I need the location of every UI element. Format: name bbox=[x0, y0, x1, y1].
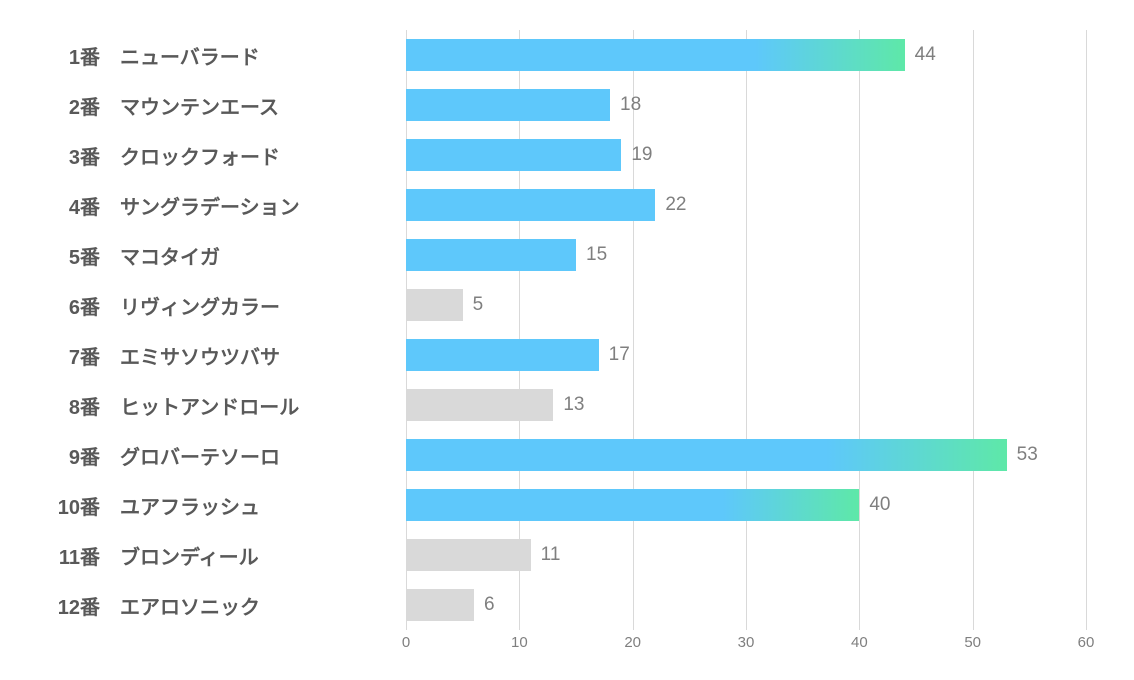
bar-area: 19 bbox=[406, 130, 1086, 180]
chart-row: 1番ニューバラード 44 bbox=[0, 30, 1134, 80]
entry-name: クロックフォード bbox=[110, 141, 406, 170]
x-tick-label: 60 bbox=[1078, 634, 1095, 651]
entry-name: エアロソニック bbox=[110, 591, 406, 620]
bar-value-label: 44 bbox=[915, 44, 936, 66]
horse-vote-bar-chart: 0 10 20 30 40 50 60 1番ニューバラード 44 2番マウンテンエース 18 3番ク… bbox=[0, 0, 1134, 680]
entry-name: ニューバラード bbox=[110, 41, 406, 70]
entry-number: 12番 bbox=[0, 591, 110, 620]
bar bbox=[406, 189, 655, 221]
bar bbox=[406, 489, 859, 521]
entry-name: サングラデーション bbox=[110, 191, 406, 220]
chart-row: 10番ユアフラッシュ 40 bbox=[0, 480, 1134, 530]
entry-name: ユアフラッシュ bbox=[110, 491, 406, 520]
bar-value-label: 40 bbox=[869, 494, 890, 516]
x-tick-label: 10 bbox=[511, 634, 528, 651]
bar-area: 11 bbox=[406, 530, 1086, 580]
x-tick-label: 30 bbox=[738, 634, 755, 651]
bar bbox=[406, 389, 553, 421]
bar-value-label: 5 bbox=[473, 294, 484, 316]
bar-value-label: 11 bbox=[541, 544, 561, 566]
chart-row: 2番マウンテンエース 18 bbox=[0, 80, 1134, 130]
bar bbox=[406, 539, 531, 571]
chart-row: 7番エミサソウツバサ 17 bbox=[0, 330, 1134, 380]
bar bbox=[406, 139, 621, 171]
entry-name: ヒットアンドロール bbox=[110, 391, 406, 420]
chart-rows: 1番ニューバラード 44 2番マウンテンエース 18 3番クロックフォード 19 4番サング… bbox=[0, 30, 1134, 630]
bar-value-label: 19 bbox=[631, 144, 652, 166]
bar-value-label: 22 bbox=[665, 194, 686, 216]
entry-number: 1番 bbox=[0, 41, 110, 70]
entry-number: 5番 bbox=[0, 241, 110, 270]
bar-area: 22 bbox=[406, 180, 1086, 230]
bar-value-label: 15 bbox=[586, 244, 607, 266]
bar-area: 18 bbox=[406, 80, 1086, 130]
chart-row: 4番サングラデーション 22 bbox=[0, 180, 1134, 230]
entry-name: マウンテンエース bbox=[110, 91, 406, 120]
entry-number: 11番 bbox=[0, 541, 110, 570]
entry-number: 6番 bbox=[0, 291, 110, 320]
bar-area: 6 bbox=[406, 580, 1086, 630]
entry-name: ブロンディール bbox=[110, 541, 406, 570]
entry-number: 10番 bbox=[0, 491, 110, 520]
entry-name: マコタイガ bbox=[110, 241, 406, 270]
bar bbox=[406, 289, 463, 321]
entry-number: 9番 bbox=[0, 441, 110, 470]
x-tick-label: 40 bbox=[851, 634, 868, 651]
bar-area: 40 bbox=[406, 480, 1086, 530]
bar-value-label: 13 bbox=[563, 394, 584, 416]
entry-number: 2番 bbox=[0, 91, 110, 120]
bar-area: 5 bbox=[406, 280, 1086, 330]
bar-value-label: 17 bbox=[609, 344, 630, 366]
bar-area: 17 bbox=[406, 330, 1086, 380]
x-tick-label: 20 bbox=[624, 634, 641, 651]
bar-area: 15 bbox=[406, 230, 1086, 280]
bar bbox=[406, 589, 474, 621]
bar-value-label: 18 bbox=[620, 94, 641, 116]
entry-name: リヴィングカラー bbox=[110, 291, 406, 320]
chart-row: 11番ブロンディール 11 bbox=[0, 530, 1134, 580]
entry-name: グロバーテソーロ bbox=[110, 441, 406, 470]
bar bbox=[406, 39, 905, 71]
chart-row: 12番エアロソニック 6 bbox=[0, 580, 1134, 630]
chart-row: 6番リヴィングカラー 5 bbox=[0, 280, 1134, 330]
bar bbox=[406, 439, 1007, 471]
entry-number: 4番 bbox=[0, 191, 110, 220]
x-tick-label: 0 bbox=[402, 634, 410, 651]
chart-row: 9番グロバーテソーロ 53 bbox=[0, 430, 1134, 480]
entry-number: 3番 bbox=[0, 141, 110, 170]
bar bbox=[406, 339, 599, 371]
bar bbox=[406, 89, 610, 121]
chart-row: 5番マコタイガ 15 bbox=[0, 230, 1134, 280]
bar-area: 13 bbox=[406, 380, 1086, 430]
bar-area: 53 bbox=[406, 430, 1086, 480]
bar bbox=[406, 239, 576, 271]
entry-name: エミサソウツバサ bbox=[110, 341, 406, 370]
entry-number: 7番 bbox=[0, 341, 110, 370]
chart-row: 8番ヒットアンドロール 13 bbox=[0, 380, 1134, 430]
chart-row: 3番クロックフォード 19 bbox=[0, 130, 1134, 180]
bar-value-label: 53 bbox=[1017, 444, 1038, 466]
bar-value-label: 6 bbox=[484, 594, 495, 616]
bar-area: 44 bbox=[406, 30, 1086, 80]
entry-number: 8番 bbox=[0, 391, 110, 420]
x-tick-label: 50 bbox=[964, 634, 981, 651]
